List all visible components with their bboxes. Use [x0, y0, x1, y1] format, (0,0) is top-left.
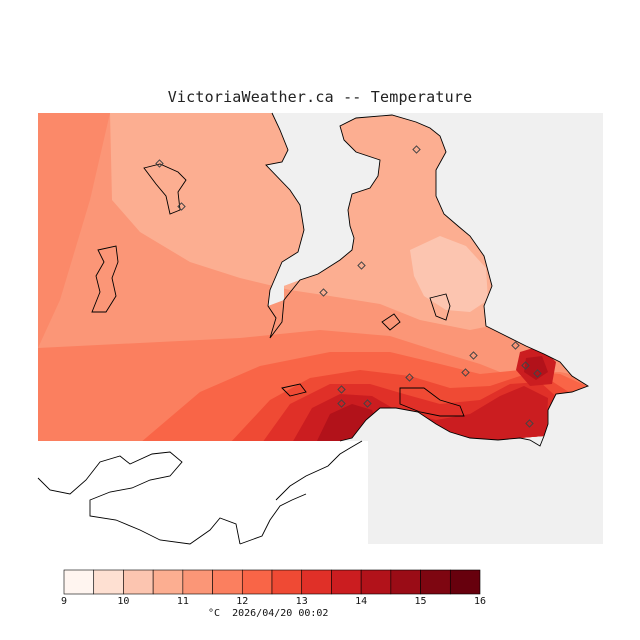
legend-swatch	[420, 569, 451, 595]
legend-tick-label: 16	[473, 596, 487, 607]
legend-swatch	[331, 569, 362, 595]
map-title: VictoriaWeather.ca -- Temperature	[167, 88, 473, 106]
station-marker	[357, 261, 366, 270]
legend-swatch	[360, 569, 392, 595]
legend-tick-label: 11	[176, 596, 189, 607]
legend-tick-label: 9	[60, 596, 68, 607]
legend-swatch	[241, 569, 273, 595]
legend-color-bar	[63, 569, 481, 595]
legend-swatch	[182, 569, 213, 595]
legend-timestamp: 2026/04/20 00:02	[232, 608, 329, 619]
station-marker	[155, 159, 164, 168]
legend-unit: °C	[208, 608, 221, 619]
legend-swatch	[93, 569, 124, 595]
station-marker	[533, 369, 542, 378]
legend-swatch	[390, 569, 421, 595]
station-marker	[405, 373, 414, 382]
station-marker	[525, 419, 534, 428]
station-marker	[511, 341, 520, 350]
legend-tick-label: 15	[414, 596, 427, 607]
legend-swatch	[301, 569, 332, 595]
legend-tick-label: 12	[236, 596, 249, 607]
coastlines	[37, 112, 590, 545]
station-marker	[337, 385, 346, 394]
legend-swatch	[63, 569, 95, 595]
station-marker	[337, 399, 346, 408]
station-marker	[461, 368, 470, 377]
legend-tick-label: 14	[355, 596, 368, 607]
station-markers	[155, 145, 542, 428]
legend-swatch	[212, 569, 243, 595]
station-marker	[177, 202, 186, 211]
outside-domain	[38, 441, 368, 544]
legend-tick-label: 13	[295, 596, 308, 607]
legend-swatch	[271, 569, 303, 595]
station-marker	[363, 399, 372, 408]
legend-swatch	[152, 569, 184, 595]
station-marker	[412, 145, 421, 154]
station-marker	[319, 288, 328, 297]
station-marker	[469, 351, 478, 360]
station-marker	[521, 361, 530, 370]
legend-tick-label: 10	[117, 596, 130, 607]
legend-swatch	[449, 569, 481, 595]
legend-swatch	[123, 569, 154, 595]
legend-unit-timestamp: °C 2026/04/20 00:02	[208, 608, 328, 619]
